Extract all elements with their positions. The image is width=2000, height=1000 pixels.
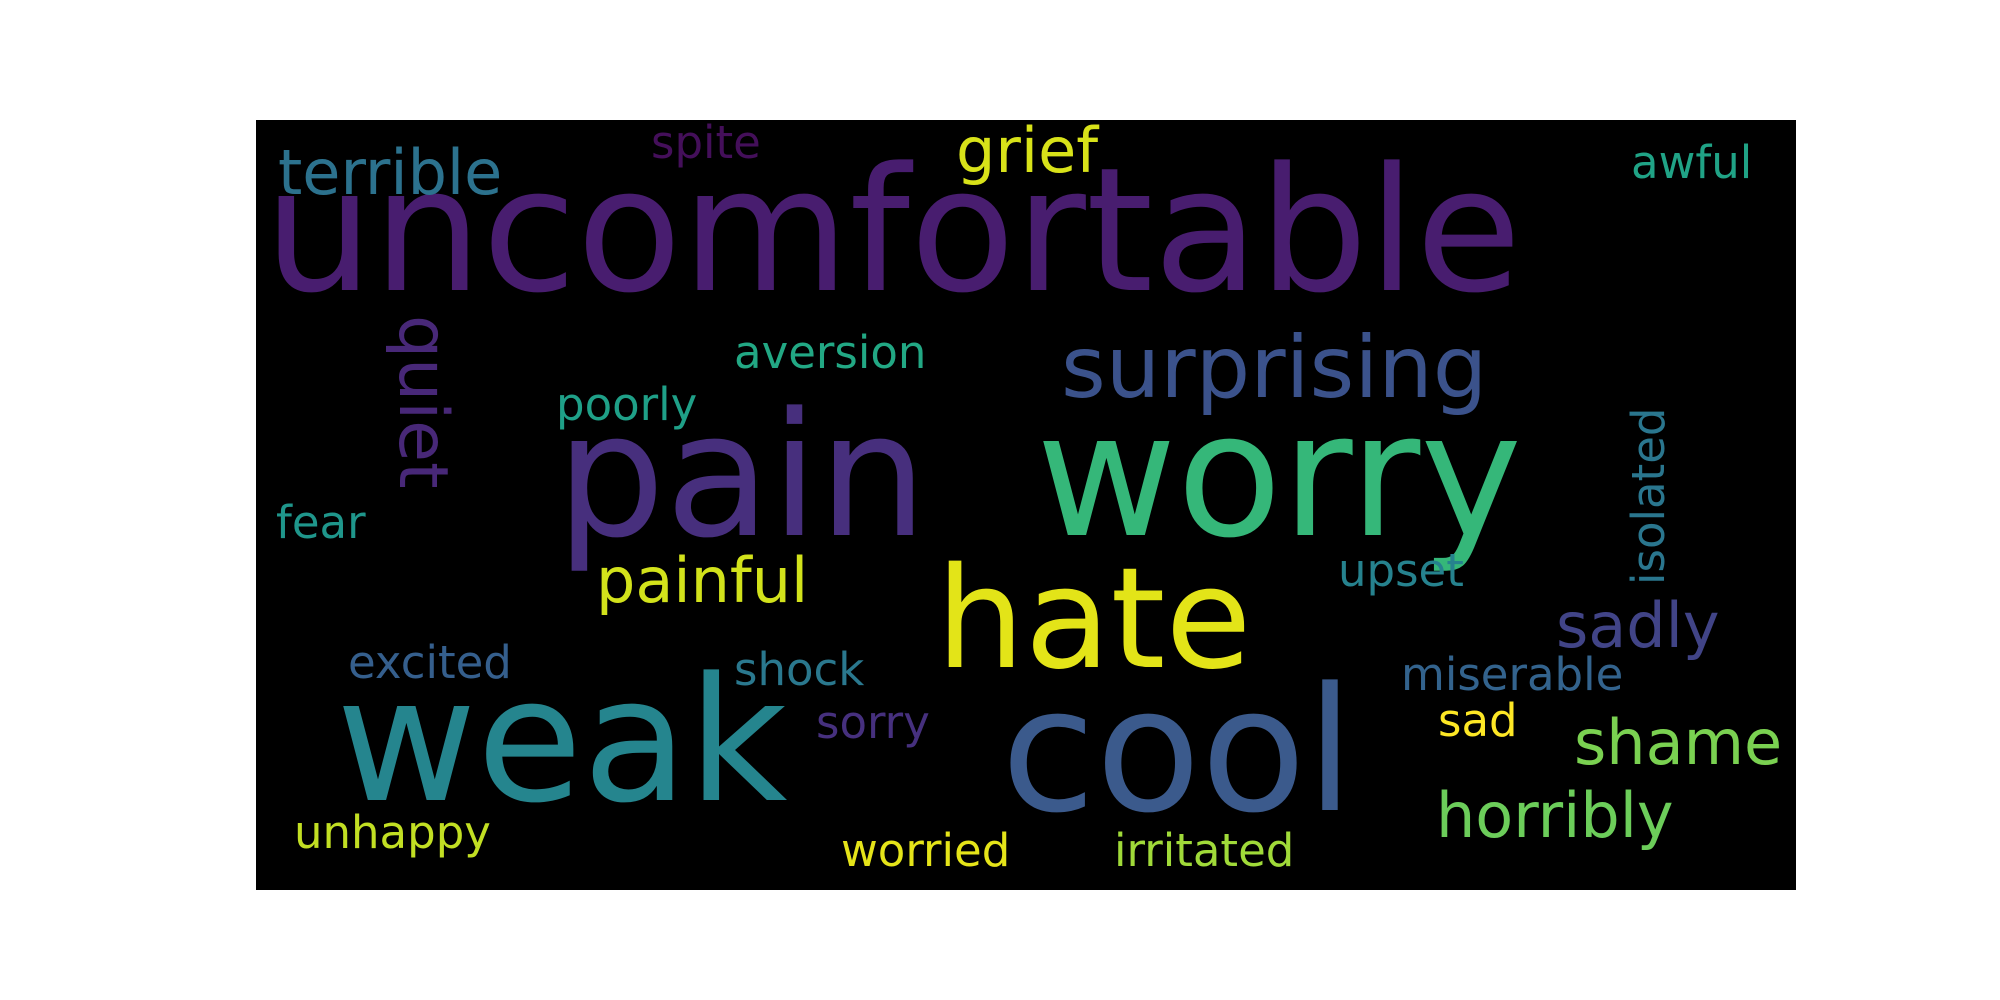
word-aversion: aversion <box>734 326 927 379</box>
word-excited: excited <box>348 636 512 689</box>
word-painful: painful <box>596 544 809 617</box>
word-cool: cool <box>1001 650 1354 851</box>
word-upset: upset <box>1338 544 1464 597</box>
word-horribly: horribly <box>1436 779 1674 852</box>
word-fear: fear <box>276 496 366 549</box>
word-terrible: terrible <box>278 136 503 209</box>
word-cloud: uncomfortable pain worry hate weak cool … <box>256 120 1796 890</box>
word-worried: worried <box>841 824 1011 877</box>
word-sad: sad <box>1438 694 1518 747</box>
word-quiet: quiet <box>383 315 462 489</box>
word-pain: pain <box>556 375 928 576</box>
word-irritated: irritated <box>1114 824 1295 877</box>
word-shame: shame <box>1574 706 1783 779</box>
word-uncomfortable: uncomfortable <box>264 130 1522 331</box>
word-sadly: sadly <box>1556 589 1720 662</box>
word-unhappy: unhappy <box>294 806 491 859</box>
word-weak: weak <box>336 640 788 841</box>
word-awful: awful <box>1631 136 1753 189</box>
word-sorry: sorry <box>816 696 930 749</box>
word-worry: worry <box>1036 375 1523 576</box>
word-isolated: isolated <box>1622 407 1675 585</box>
word-poorly: poorly <box>556 378 698 431</box>
word-spite: spite <box>651 120 761 169</box>
word-miserable: miserable <box>1401 648 1624 701</box>
word-shock: shock <box>734 643 865 696</box>
word-hate: hate <box>936 538 1252 701</box>
word-surprising: surprising <box>1061 318 1488 418</box>
word-grief: grief <box>956 120 1099 187</box>
